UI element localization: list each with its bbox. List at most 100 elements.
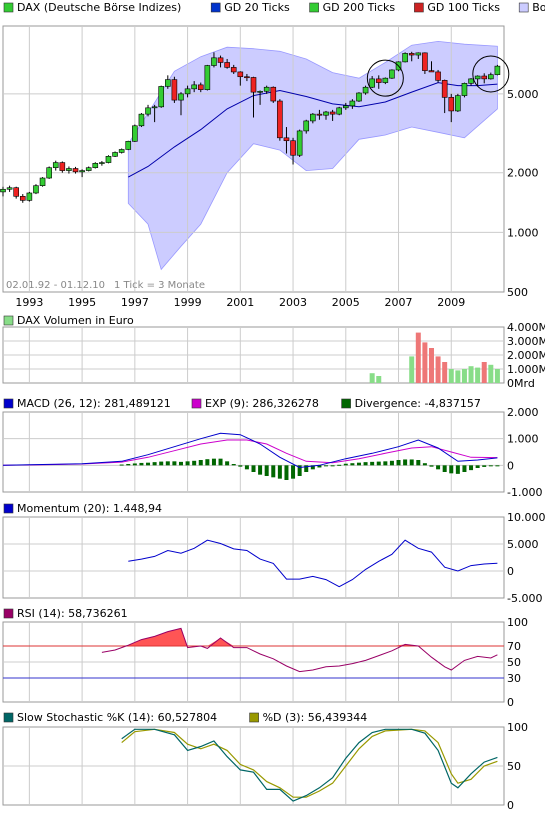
macd-y-tick-label: 0 xyxy=(507,459,514,472)
volume-bar xyxy=(422,342,428,383)
macd-divergence-bar xyxy=(422,463,427,466)
price-candle-body xyxy=(474,75,481,80)
macd-y-tick-label: -1.000 xyxy=(507,486,542,499)
rsi-overbought-fill xyxy=(101,628,498,646)
price-x-tick-label: 2001 xyxy=(226,296,254,309)
price-legend-swatch xyxy=(414,2,424,13)
macd-divergence-bar xyxy=(343,463,348,466)
highlight-circle xyxy=(472,55,510,93)
price-y-tick-label: 500 xyxy=(507,286,528,299)
price-y-tick-label: 5.000 xyxy=(507,88,539,101)
macd-legend-label: EXP (9): 286,326278 xyxy=(205,397,319,410)
macd-divergence-bar xyxy=(264,465,269,476)
macd-legend-swatch xyxy=(341,398,351,409)
macd-divergence-bar xyxy=(488,465,493,467)
macd-divergence-bar xyxy=(205,459,210,466)
price-candle-body xyxy=(244,76,250,79)
price-y-tick-label: 2.000 xyxy=(507,167,539,180)
volume-bar xyxy=(369,373,375,383)
stochastic-legend-swatch xyxy=(249,712,259,723)
volume-bar xyxy=(455,370,461,383)
price-legend-swatch xyxy=(309,2,319,13)
price-candle-body xyxy=(408,53,415,56)
volume-bar xyxy=(488,364,494,383)
price-candle-body xyxy=(158,86,165,108)
price-candle-body xyxy=(263,86,270,92)
volume-bar xyxy=(461,369,467,383)
macd-legend-swatch xyxy=(3,398,14,409)
macd-divergence-bar xyxy=(330,465,335,467)
macd-divergence-bar xyxy=(258,465,263,475)
price-candle-body xyxy=(52,162,59,168)
price-candle-body xyxy=(66,168,72,171)
macd-divergence-bar xyxy=(225,461,230,466)
price-candle-body xyxy=(178,93,184,101)
macd-divergence-bar xyxy=(475,465,480,468)
macd-divergence-bar xyxy=(146,462,151,466)
price-candle-body xyxy=(99,162,105,164)
price-y-tick-label: 1.000 xyxy=(507,226,539,239)
macd-divergence-bar xyxy=(297,465,302,476)
price-candle-body xyxy=(112,152,118,157)
macd-divergence-bar xyxy=(277,465,282,479)
macd-divergence-bar xyxy=(416,460,421,466)
rsi-y-tick-label: 30 xyxy=(507,672,521,685)
price-candle-body xyxy=(375,78,382,83)
macd-legend-label: Divergence: -4,837157 xyxy=(355,397,481,410)
price-legend-label: DAX (Deutsche Börse Indizes) xyxy=(17,1,181,14)
price-candle-body xyxy=(296,130,303,156)
price-candle-body xyxy=(362,86,369,94)
price-candle-body xyxy=(290,140,296,156)
macd-divergence-bar xyxy=(218,458,223,466)
macd-divergence-bar xyxy=(337,464,342,466)
volume-bar xyxy=(428,348,434,383)
stochastic-legend-label: Slow Stochastic %K (14): 60,527804 xyxy=(17,711,217,724)
macd-divergence-bar xyxy=(291,465,296,479)
price-candle-body xyxy=(171,79,178,101)
rsi-legend-label: RSI (14): 58,736261 xyxy=(17,607,128,620)
price-legend-swatch xyxy=(210,2,221,13)
macd-divergence-bar xyxy=(238,465,243,467)
volume-y-tick-label: 4.000Mrd xyxy=(507,321,545,334)
price-candle-body xyxy=(13,187,19,197)
price-x-tick-label: 1997 xyxy=(121,296,149,309)
volume-bar xyxy=(468,366,474,383)
price-candle-body xyxy=(138,113,145,127)
price-candle-body xyxy=(197,84,204,90)
price-candle-body xyxy=(270,86,277,102)
macd-line xyxy=(2,432,498,469)
macd-divergence-bar xyxy=(383,461,388,466)
price-candle-body xyxy=(6,187,13,190)
volume-bar xyxy=(376,376,382,383)
macd-divergence-bar xyxy=(462,465,467,472)
price-legend-swatch xyxy=(3,2,14,13)
macd-divergence-bar xyxy=(396,460,401,466)
price-legend-label: GD 100 Ticks xyxy=(427,1,500,14)
stochastic-legend-swatch xyxy=(3,712,14,723)
macd-divergence-bar xyxy=(356,462,361,466)
price-x-tick-label: 2003 xyxy=(279,296,307,309)
macd-y-tick-label: 2.000 xyxy=(507,406,539,419)
price-candle-body xyxy=(488,74,494,80)
stochastic-y-tick-label: 0 xyxy=(507,799,514,812)
macd-divergence-bar xyxy=(304,465,309,472)
price-candle-body xyxy=(369,78,375,88)
volume-bar xyxy=(442,362,448,383)
price-candle-body xyxy=(336,107,342,115)
rsi-line xyxy=(101,627,498,673)
volume-bar xyxy=(481,362,487,383)
price-candle-body xyxy=(310,113,316,122)
price-candle-body xyxy=(323,111,329,116)
price-candle-body xyxy=(211,57,217,66)
price-candle-body xyxy=(402,53,408,63)
price-candle-body xyxy=(85,167,92,171)
price-candle-body xyxy=(105,155,112,163)
rsi-y-tick-label: 0 xyxy=(507,696,514,709)
price-candle-body xyxy=(461,83,468,96)
momentum-line xyxy=(128,539,498,588)
momentum-y-tick-label: 10.000 xyxy=(507,511,545,524)
macd-divergence-bar xyxy=(126,464,131,466)
price-candle-body xyxy=(441,80,448,98)
macd-divergence-bar xyxy=(165,461,170,466)
price-tick-info: 1 Tick = 3 Monate xyxy=(114,280,205,291)
